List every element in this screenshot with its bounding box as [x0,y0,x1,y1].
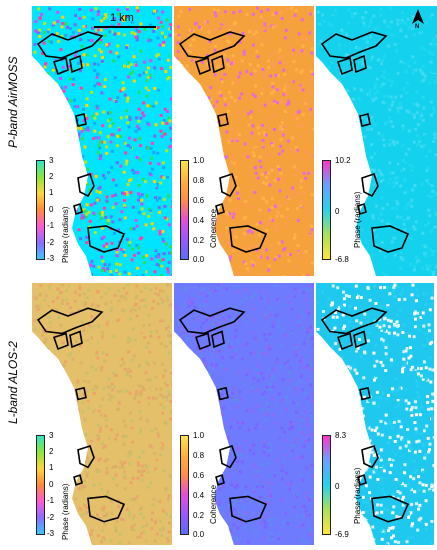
scale-bar-label: 1 km [110,12,134,24]
cb-e-tick: 0.8 [193,451,205,460]
cb-b-tick: 0.0 [193,255,205,264]
cb-e-tick: 0.4 [193,491,205,500]
cb-d-tick: 0 [49,480,54,489]
cb-c-tick: 0 [335,207,340,216]
cb-d-tick: 3 [49,431,54,440]
north-arrow: N [411,9,425,35]
cb-a-tick: 1 [49,188,54,197]
cb-a-tick: -3 [47,254,55,263]
cb-c-tick: 10.2 [335,156,351,165]
colorbar-title-a: Phase (radians) [61,206,70,263]
cb-a-tick: -2 [47,238,55,247]
colorbar-title-c: Phase (radians) [353,191,362,248]
map-panel-d [32,283,172,545]
cb-c-tick: -6.8 [335,255,349,264]
map-panel-a [32,6,172,276]
cb-a-tick: 3 [49,156,54,165]
row-label-airmoss: P-band AirMOSS [6,56,20,148]
cb-d-tick: -2 [47,513,55,522]
colorbar-title-b: Coherence [209,208,218,248]
map-panel-e [174,283,314,545]
cb-a-tick: -1 [47,221,55,230]
map-panel-c [316,6,437,276]
scale-bar-line [94,26,156,28]
colorbar-title-d: Phase (radians) [61,483,70,540]
cb-a-tick: 0 [49,205,54,214]
cb-e-tick: 0.0 [193,530,205,539]
row-label-alos: L-band ALOS-2 [6,341,20,424]
cb-b-tick: 0.8 [193,176,205,185]
cb-d-tick: -3 [47,529,55,538]
cb-e-tick: 0.2 [193,511,205,520]
cb-e-tick: 0.6 [193,471,205,480]
cb-b-tick: 0.2 [193,236,205,245]
colorbar-deformation-alos [322,435,331,535]
cb-e-tick: 1.0 [193,431,205,440]
cb-d-tick: 2 [49,447,54,456]
colorbar-phase-airmoss [36,160,45,260]
colorbar-deformation-airmoss [322,160,331,260]
cb-f-tick: -6.9 [335,530,349,539]
colorbar-coherence-airmoss [180,160,189,260]
cb-d-tick: 1 [49,463,54,472]
cb-f-tick: 0 [335,482,340,491]
north-arrow-label: N [415,24,420,30]
scale-bar: 1 km [94,12,156,30]
cb-b-tick: 0.4 [193,216,205,225]
map-panel-b [174,6,314,276]
colorbar-title-f: Phase (radians) [353,467,362,524]
colorbar-phase-alos [36,435,45,535]
cb-a-tick: 2 [49,172,54,181]
colorbar-coherence-alos [180,435,189,535]
map-panel-f [316,283,434,545]
cb-b-tick: 1.0 [193,156,205,165]
cb-d-tick: -1 [47,496,55,505]
north-arrow-icon [412,9,424,24]
cb-f-tick: 8.3 [335,431,347,440]
cb-b-tick: 0.6 [193,196,205,205]
colorbar-title-e: Coherence [209,484,218,524]
